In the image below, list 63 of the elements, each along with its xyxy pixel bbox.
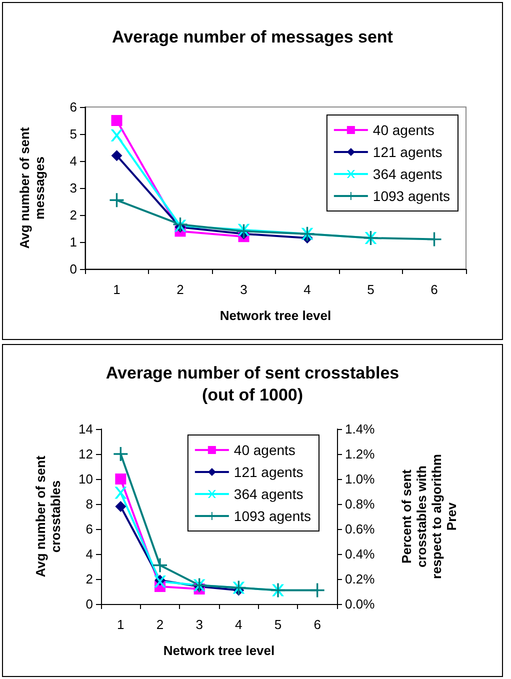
x-tick-label: 5 — [274, 617, 282, 632]
y-tick-label: 8 — [86, 496, 93, 512]
point — [114, 486, 127, 499]
legend-label: 121 agents — [372, 144, 442, 160]
point — [427, 232, 442, 246]
y-tick-label: 4 — [70, 154, 77, 168]
y2-tick-label: 1.4% — [345, 422, 376, 436]
point — [111, 150, 122, 162]
point — [111, 115, 122, 126]
y-tick-label: 4 — [86, 546, 93, 562]
x-tick-label: 5 — [367, 282, 374, 297]
x-axis-title: Network tree level — [163, 643, 275, 658]
x-tick-label: 2 — [156, 617, 164, 632]
point — [153, 558, 167, 572]
point — [310, 583, 324, 598]
x-tick-label: 4 — [235, 617, 242, 632]
point — [115, 501, 126, 512]
y-tick-label: 2 — [70, 208, 77, 222]
point — [110, 129, 123, 142]
y2-tick-label: 0.8% — [345, 496, 376, 512]
y-tick-label: 0 — [86, 596, 93, 612]
y-tick-label: 0 — [70, 262, 77, 276]
y-axis-title: Avg number of sent crosstables — [33, 455, 63, 578]
y2-axis-title: Percent of sent crosstables with respect to algorithm Prev — [399, 454, 459, 579]
y2-tick-label: 0.0% — [345, 596, 376, 612]
x-tick-label: 3 — [196, 617, 203, 632]
x-tick-label: 6 — [314, 617, 321, 632]
y-tick-label: 10 — [78, 472, 93, 486]
point — [236, 224, 251, 238]
x-tick-label: 4 — [304, 282, 311, 297]
y-tick-label: 12 — [78, 446, 93, 462]
x-tick-label: 6 — [430, 282, 438, 297]
y-tick-label: 2 — [86, 572, 93, 586]
x-axis-title: Network tree level — [220, 308, 332, 323]
point — [115, 474, 126, 484]
legend-label: 40 agents — [372, 122, 434, 138]
legend-label: 1093 agents — [234, 508, 312, 524]
chart-title: Average number of sent crosstables (out of 1000) — [106, 364, 400, 404]
x-tick-label: 1 — [113, 282, 120, 297]
x-tick-label: 3 — [240, 282, 248, 297]
legend-label: 364 agents — [372, 166, 442, 182]
legend-label: 364 agents — [234, 486, 304, 502]
x-tick-label: 2 — [176, 282, 184, 297]
legend-label: 40 agents — [234, 442, 296, 458]
chart-title: Average number of messages sent — [112, 28, 394, 46]
y-tick-label: 3 — [70, 180, 77, 196]
y2-tick-label: 0.2% — [345, 572, 376, 586]
y-tick-label: 6 — [86, 522, 93, 536]
point — [114, 447, 128, 461]
x-tick-label: 1 — [117, 617, 124, 632]
y-tick-label: 6 — [70, 100, 77, 114]
point — [173, 217, 188, 232]
y2-tick-label: 0.6% — [345, 522, 376, 536]
legend-label: 121 agents — [234, 464, 304, 480]
point — [110, 193, 124, 208]
y-tick-label: 5 — [70, 126, 77, 142]
y-tick-label: 1 — [70, 234, 77, 250]
y2-tick-label: 0.4% — [345, 546, 376, 562]
y-axis-title: Avg number of sent messages — [17, 126, 47, 249]
legend-label: 1093 agents — [372, 188, 450, 204]
y2-tick-label: 1.2% — [345, 446, 376, 462]
y2-tick-label: 1.0% — [345, 472, 376, 486]
y-tick-label: 14 — [78, 422, 93, 436]
